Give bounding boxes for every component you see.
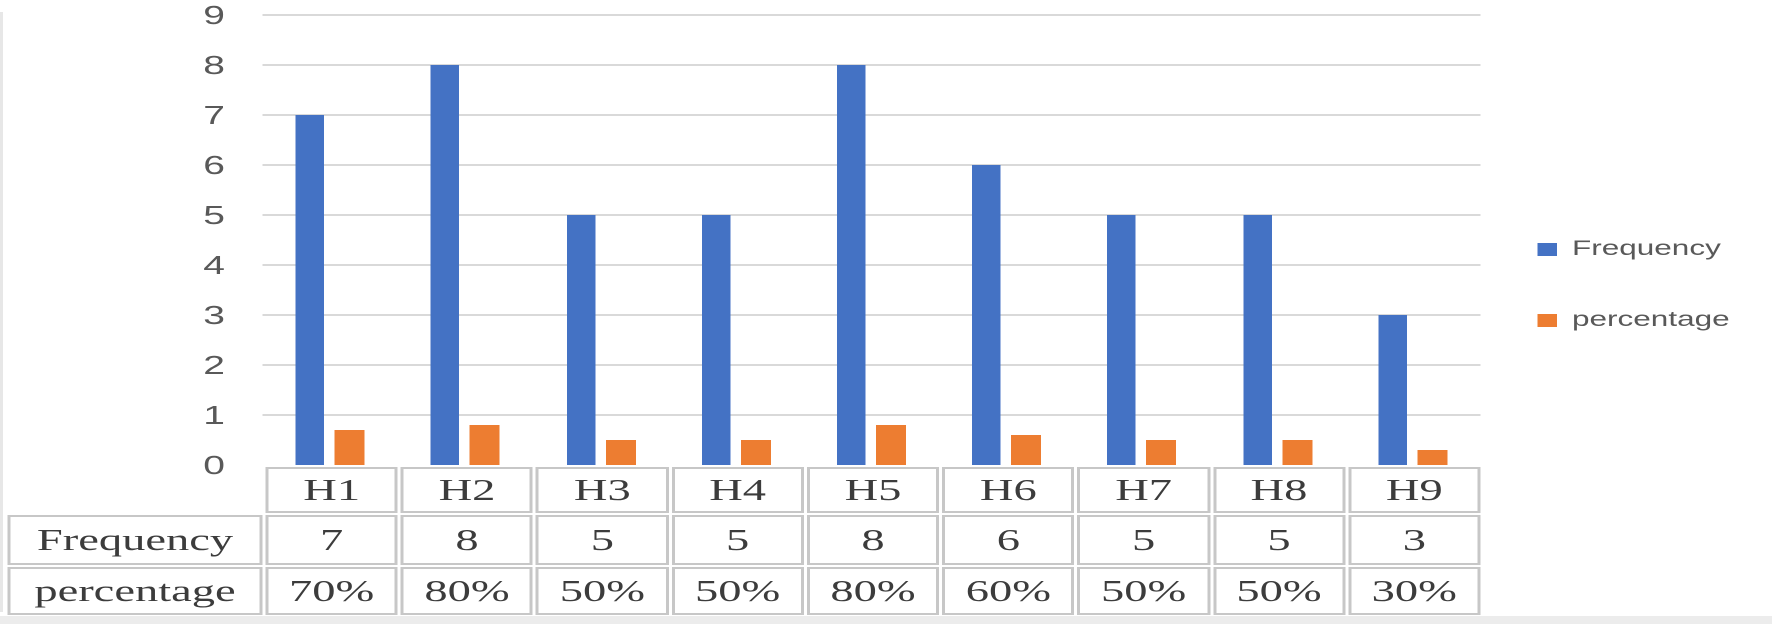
y-axis-tick-label: 8 <box>203 50 225 80</box>
table-cell-frequency-h1: 7 <box>265 515 398 565</box>
bar-group-h9 <box>1345 0 1480 465</box>
gridline-y-2 <box>262 364 1481 366</box>
table-cell-frequency-h9: 3 <box>1348 515 1481 565</box>
bar-percentage-h7 <box>1146 440 1177 465</box>
gridline-y-9 <box>262 14 1481 16</box>
y-axis-tick-label: 0 <box>203 450 225 480</box>
table-cell-percentage-h2: 80% <box>400 567 534 615</box>
chart-left-edge-line <box>0 12 3 612</box>
bar-frequency-h8 <box>1242 215 1272 465</box>
y-axis-tick-label: 5 <box>203 200 225 230</box>
table-cell-percentage-h8: 50% <box>1212 567 1346 615</box>
bar-group-h2 <box>398 0 533 465</box>
bar-frequency-h1 <box>295 115 325 465</box>
table-cell-percentage-h1: 70% <box>265 567 398 615</box>
legend-label-percentage: percentage <box>1572 308 1730 331</box>
table-header-cell-h4: H4 <box>671 467 804 513</box>
table-header-cell-h2: H2 <box>400 467 534 513</box>
bar-group-h8 <box>1210 0 1345 465</box>
table-header-cell-h1: H1 <box>265 467 398 513</box>
table-cell-percentage-h7: 50% <box>1077 567 1210 615</box>
bar-percentage-h9 <box>1417 450 1448 465</box>
legend-swatch-frequency <box>1537 242 1557 256</box>
table-cell-percentage-h5: 80% <box>806 567 940 615</box>
table-header-cell-h6: H6 <box>942 467 1075 513</box>
y-axis-tick-label: 7 <box>203 100 225 130</box>
table-cell-percentage-h6: 60% <box>942 567 1075 615</box>
gridline-y-7 <box>262 114 1481 116</box>
table-corner-spacer <box>8 467 263 513</box>
bar-percentage-h5 <box>875 425 906 465</box>
table-header-cell-h7: H7 <box>1077 467 1210 513</box>
bar-percentage-h4 <box>740 440 771 465</box>
table-cell-percentage-h3: 50% <box>536 567 669 615</box>
bar-percentage-h8 <box>1281 440 1312 465</box>
y-axis-tick-label: 4 <box>203 250 225 280</box>
gridline-y-5 <box>262 214 1481 216</box>
table-cell-frequency-h4: 5 <box>671 515 804 565</box>
bar-frequency-h5 <box>836 65 866 465</box>
table-cell-percentage-h4: 50% <box>671 567 804 615</box>
bar-frequency-h2 <box>430 65 460 465</box>
bar-frequency-h6 <box>972 165 1001 465</box>
table-cell-frequency-h8: 5 <box>1212 515 1346 565</box>
y-axis-tick-label: 2 <box>203 350 225 380</box>
table-cell-frequency-h7: 5 <box>1077 515 1210 565</box>
table-row-label-frequency: Frequency <box>7 515 263 565</box>
table-header-cell-h5: H5 <box>806 467 940 513</box>
gridline-y-1 <box>262 414 1481 416</box>
bar-percentage-h6 <box>1011 435 1042 465</box>
bar-percentage-h1 <box>334 430 365 465</box>
gridline-y-6 <box>262 164 1481 166</box>
legend-item-percentage: percentage <box>1537 305 1730 335</box>
table-cell-frequency-h3: 5 <box>536 515 669 565</box>
bar-group-h5 <box>804 0 939 465</box>
y-axis-tick-label: 6 <box>203 150 225 180</box>
bar-percentage-h2 <box>469 425 500 465</box>
data-table: H1 H2 H3 H4 H5 H6 H7 H8 H9 Frequency 7 8 5 5 8 6 5 5 3 perc… <box>7 467 1481 615</box>
y-axis-tick-label: 1 <box>203 400 225 430</box>
legend-swatch-percentage <box>1537 313 1557 327</box>
y-axis-tick-label: 9 <box>203 0 225 30</box>
table-header-cell-h8: H8 <box>1212 467 1346 513</box>
legend-item-frequency: Frequency <box>1537 234 1721 264</box>
table-row-label-percentage: percentage <box>7 567 263 615</box>
y-axis-tick-label: 3 <box>203 300 225 330</box>
bar-group-h7 <box>1074 0 1209 465</box>
gridline-y-4 <box>262 264 1481 266</box>
table-cell-frequency-h5: 8 <box>806 515 940 565</box>
table-cell-frequency-h2: 8 <box>400 515 534 565</box>
gridline-y-8 <box>262 64 1481 66</box>
legend-label-frequency: Frequency <box>1572 237 1721 260</box>
table-header-cell-h3: H3 <box>536 467 669 513</box>
bottom-edge-band <box>0 616 1772 624</box>
table-cell-percentage-h9: 30% <box>1348 567 1481 615</box>
bar-frequency-h3 <box>566 215 595 465</box>
plot-area: 0 1 2 3 4 5 6 7 8 9 <box>203 0 1481 480</box>
bar-percentage-h3 <box>605 440 636 465</box>
gridline-y-3 <box>262 314 1481 316</box>
bar-frequency-h9 <box>1378 315 1407 465</box>
bar-group-h4 <box>668 0 803 465</box>
bar-frequency-h7 <box>1107 215 1137 465</box>
bar-frequency-h4 <box>701 215 731 465</box>
bar-group-h6 <box>939 0 1074 465</box>
table-cell-frequency-h6: 6 <box>942 515 1075 565</box>
table-header-cell-h9: H9 <box>1348 467 1481 513</box>
bar-group-h3 <box>533 0 668 465</box>
bar-group-h1 <box>263 0 398 465</box>
